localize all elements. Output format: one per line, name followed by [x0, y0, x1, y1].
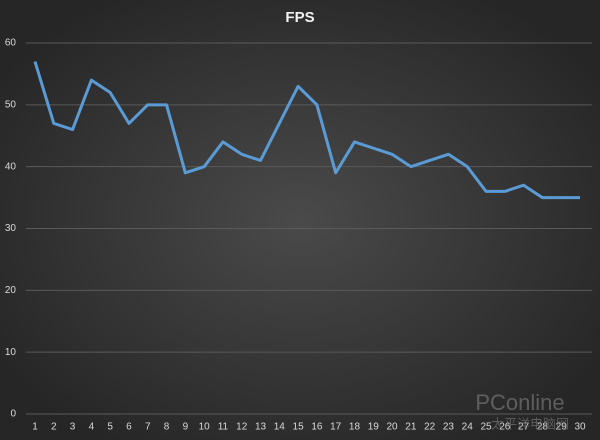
y-tick-label: 0 — [10, 409, 16, 420]
x-tick-label: 8 — [164, 422, 170, 433]
x-tick-label: 13 — [255, 422, 267, 433]
data-line — [33, 61, 580, 200]
x-tick-label: 17 — [330, 422, 342, 433]
x-tick-label: 23 — [443, 422, 455, 433]
x-tick-label: 15 — [293, 422, 305, 433]
watermark: PConline — [475, 390, 564, 415]
x-tick-label: 1 — [32, 422, 38, 433]
y-tick-label: 60 — [5, 38, 17, 49]
x-tick-label: 9 — [183, 422, 189, 433]
x-tick-label: 7 — [145, 422, 151, 433]
x-tick-label: 25 — [480, 422, 492, 433]
x-tick-label: 30 — [574, 422, 586, 433]
x-tick-label: 5 — [107, 422, 113, 433]
chart-title: FPS — [285, 9, 314, 26]
x-tick-label: 4 — [89, 422, 95, 433]
y-tick-label: 20 — [5, 285, 17, 296]
x-tick-label: 29 — [556, 422, 568, 433]
x-tick-label: 6 — [126, 422, 132, 433]
x-tick-label: 18 — [349, 422, 361, 433]
x-tick-label: 20 — [387, 422, 399, 433]
x-tick-label: 27 — [518, 422, 530, 433]
x-tick-label: 28 — [537, 422, 549, 433]
x-tick-label: 26 — [499, 422, 511, 433]
x-tick-label: 21 — [405, 422, 417, 433]
y-tick-label: 40 — [5, 161, 17, 172]
x-tick-label: 24 — [462, 422, 474, 433]
y-tick-label: 30 — [5, 223, 17, 234]
x-tick-label: 16 — [311, 422, 323, 433]
x-tick-label: 14 — [274, 422, 286, 433]
x-tick-label: 12 — [236, 422, 248, 433]
x-tick-label: 11 — [218, 422, 229, 433]
x-tick-label: 19 — [368, 422, 380, 433]
y-tick-label: 50 — [5, 99, 17, 110]
x-tick-label: 22 — [424, 422, 436, 433]
x-tick-label: 2 — [51, 422, 57, 433]
x-tick-label: 3 — [70, 422, 76, 433]
watermark: 太平洋电脑网 — [491, 416, 569, 431]
x-tick-label: 10 — [199, 422, 211, 433]
y-tick-label: 10 — [5, 347, 17, 358]
